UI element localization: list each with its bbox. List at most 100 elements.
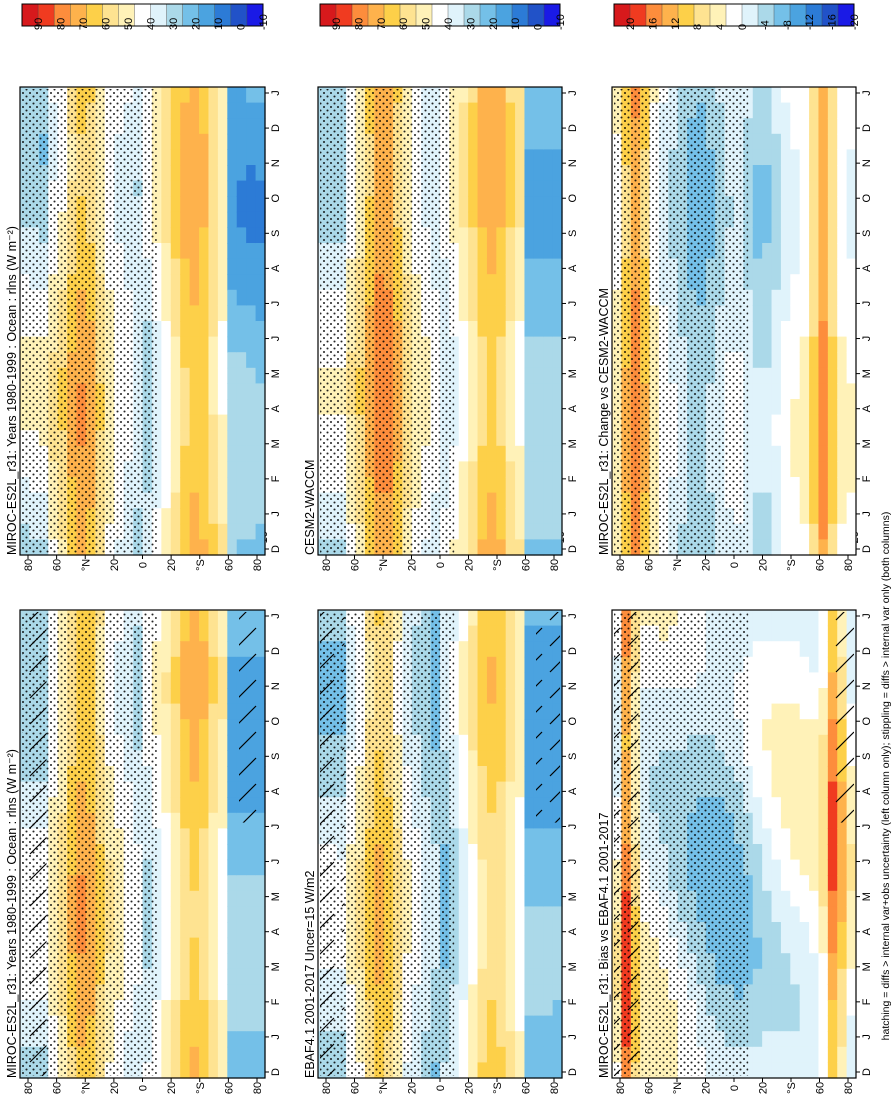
heatmap-cell (762, 937, 773, 954)
heatmap-cell (846, 1015, 857, 1032)
heatmap-cell (236, 399, 247, 416)
heatmap-cell (505, 797, 516, 814)
heatmap-cell (246, 430, 257, 447)
heatmap-cell (762, 133, 773, 150)
heatmap-cell (790, 890, 801, 907)
heatmap-cell (505, 859, 516, 876)
heatmap-cell (208, 414, 219, 431)
heatmap-cell (496, 180, 507, 197)
heatmap-cell (208, 656, 219, 673)
heatmap-cell (180, 383, 191, 400)
heatmap-cell (552, 875, 563, 892)
heatmap-cell (170, 672, 181, 689)
heatmap-cell (799, 539, 810, 556)
heatmap-cell (477, 1000, 488, 1017)
heatmap-cell (524, 180, 535, 197)
heatmap-cell (468, 812, 479, 829)
heatmap-cell (496, 477, 507, 494)
heatmap-cell (543, 906, 554, 923)
heatmap-cell (199, 352, 210, 369)
heatmap-cell (246, 984, 257, 1001)
heatmap-cell (468, 336, 479, 353)
month-tick-label: J (567, 511, 579, 517)
heatmap-cell (496, 305, 507, 322)
heatmap-cell (189, 859, 200, 876)
heatmap-cell (246, 890, 257, 907)
heatmap-cell (846, 321, 857, 338)
heatmap-cell (255, 149, 266, 166)
heatmap-cell (236, 336, 247, 353)
heatmap-cell (208, 610, 219, 627)
heatmap-cell (458, 461, 469, 478)
heatmap-cell (780, 211, 791, 228)
heatmap-cell (458, 430, 469, 447)
heatmap-cell (227, 445, 238, 462)
heatmap-cell (449, 445, 460, 462)
heatmap-cell (496, 196, 507, 213)
heatmap-cell (255, 859, 266, 876)
heatmap-cell (552, 984, 563, 1001)
month-tick-label: N (270, 159, 282, 167)
heatmap-cell (170, 399, 181, 416)
heatmap-cell (170, 336, 181, 353)
heatmap-cell (505, 875, 516, 892)
heatmap-cell (818, 890, 829, 907)
heatmap-cell (762, 1031, 773, 1048)
heatmap-cell (762, 336, 773, 353)
heatmap-cell (217, 703, 228, 720)
month-tick-label: J (567, 1034, 579, 1040)
heatmap-cell (515, 492, 526, 509)
heatmap-cell (255, 414, 266, 431)
heatmap-cell (818, 875, 829, 892)
colorbar-tick-label: 90 (331, 18, 343, 30)
heatmap-cell (515, 781, 526, 798)
heatmap-cell (543, 305, 554, 322)
heatmap-cell (752, 844, 763, 861)
heatmap-cell (846, 367, 857, 384)
heatmap-cell (217, 352, 228, 369)
heatmap-cell (771, 196, 782, 213)
heatmap-cell (533, 1000, 544, 1017)
heatmap-cell (468, 383, 479, 400)
heatmap-cell (449, 719, 460, 736)
month-tick-label: M (567, 439, 579, 448)
heatmap-cell (771, 133, 782, 150)
heatmap-cell (236, 875, 247, 892)
heatmap-cell (543, 492, 554, 509)
heatmap-cell (161, 477, 172, 494)
heatmap-cell (161, 180, 172, 197)
heatmap-cell (180, 523, 191, 540)
heatmap-cell (780, 610, 791, 627)
heatmap-cell (189, 321, 200, 338)
heatmap-cell (161, 289, 172, 306)
heatmap-cell (161, 414, 172, 431)
heatmap-cell (449, 118, 460, 135)
heatmap-cell (752, 812, 763, 829)
heatmap-cell (217, 149, 228, 166)
heatmap-cell (208, 859, 219, 876)
heatmap-cell (533, 477, 544, 494)
month-tick-label: J (567, 90, 579, 96)
heatmap-cell (543, 430, 554, 447)
heatmap-cell (486, 734, 497, 751)
heatmap-cell (486, 133, 497, 150)
heatmap-cell (189, 243, 200, 260)
heatmap-cell (524, 133, 535, 150)
heatmap-cell (552, 243, 563, 260)
heatmap-cell (780, 750, 791, 767)
heatmap-cell (236, 165, 247, 182)
heatmap-cell (199, 492, 210, 509)
heatmap-cell (458, 797, 469, 814)
heatmap-cell (208, 625, 219, 642)
heatmap-cell (752, 321, 763, 338)
heatmap-cell (486, 149, 497, 166)
heatmap-cell (151, 227, 162, 244)
heatmap-cell (236, 102, 247, 119)
heatmap-cell (552, 352, 563, 369)
heatmap-cell (189, 672, 200, 689)
heatmap-cell (762, 367, 773, 384)
heatmap-cell (762, 906, 773, 923)
heatmap-cell (818, 102, 829, 119)
heatmap-cell (809, 227, 820, 244)
heatmap-cell (161, 797, 172, 814)
